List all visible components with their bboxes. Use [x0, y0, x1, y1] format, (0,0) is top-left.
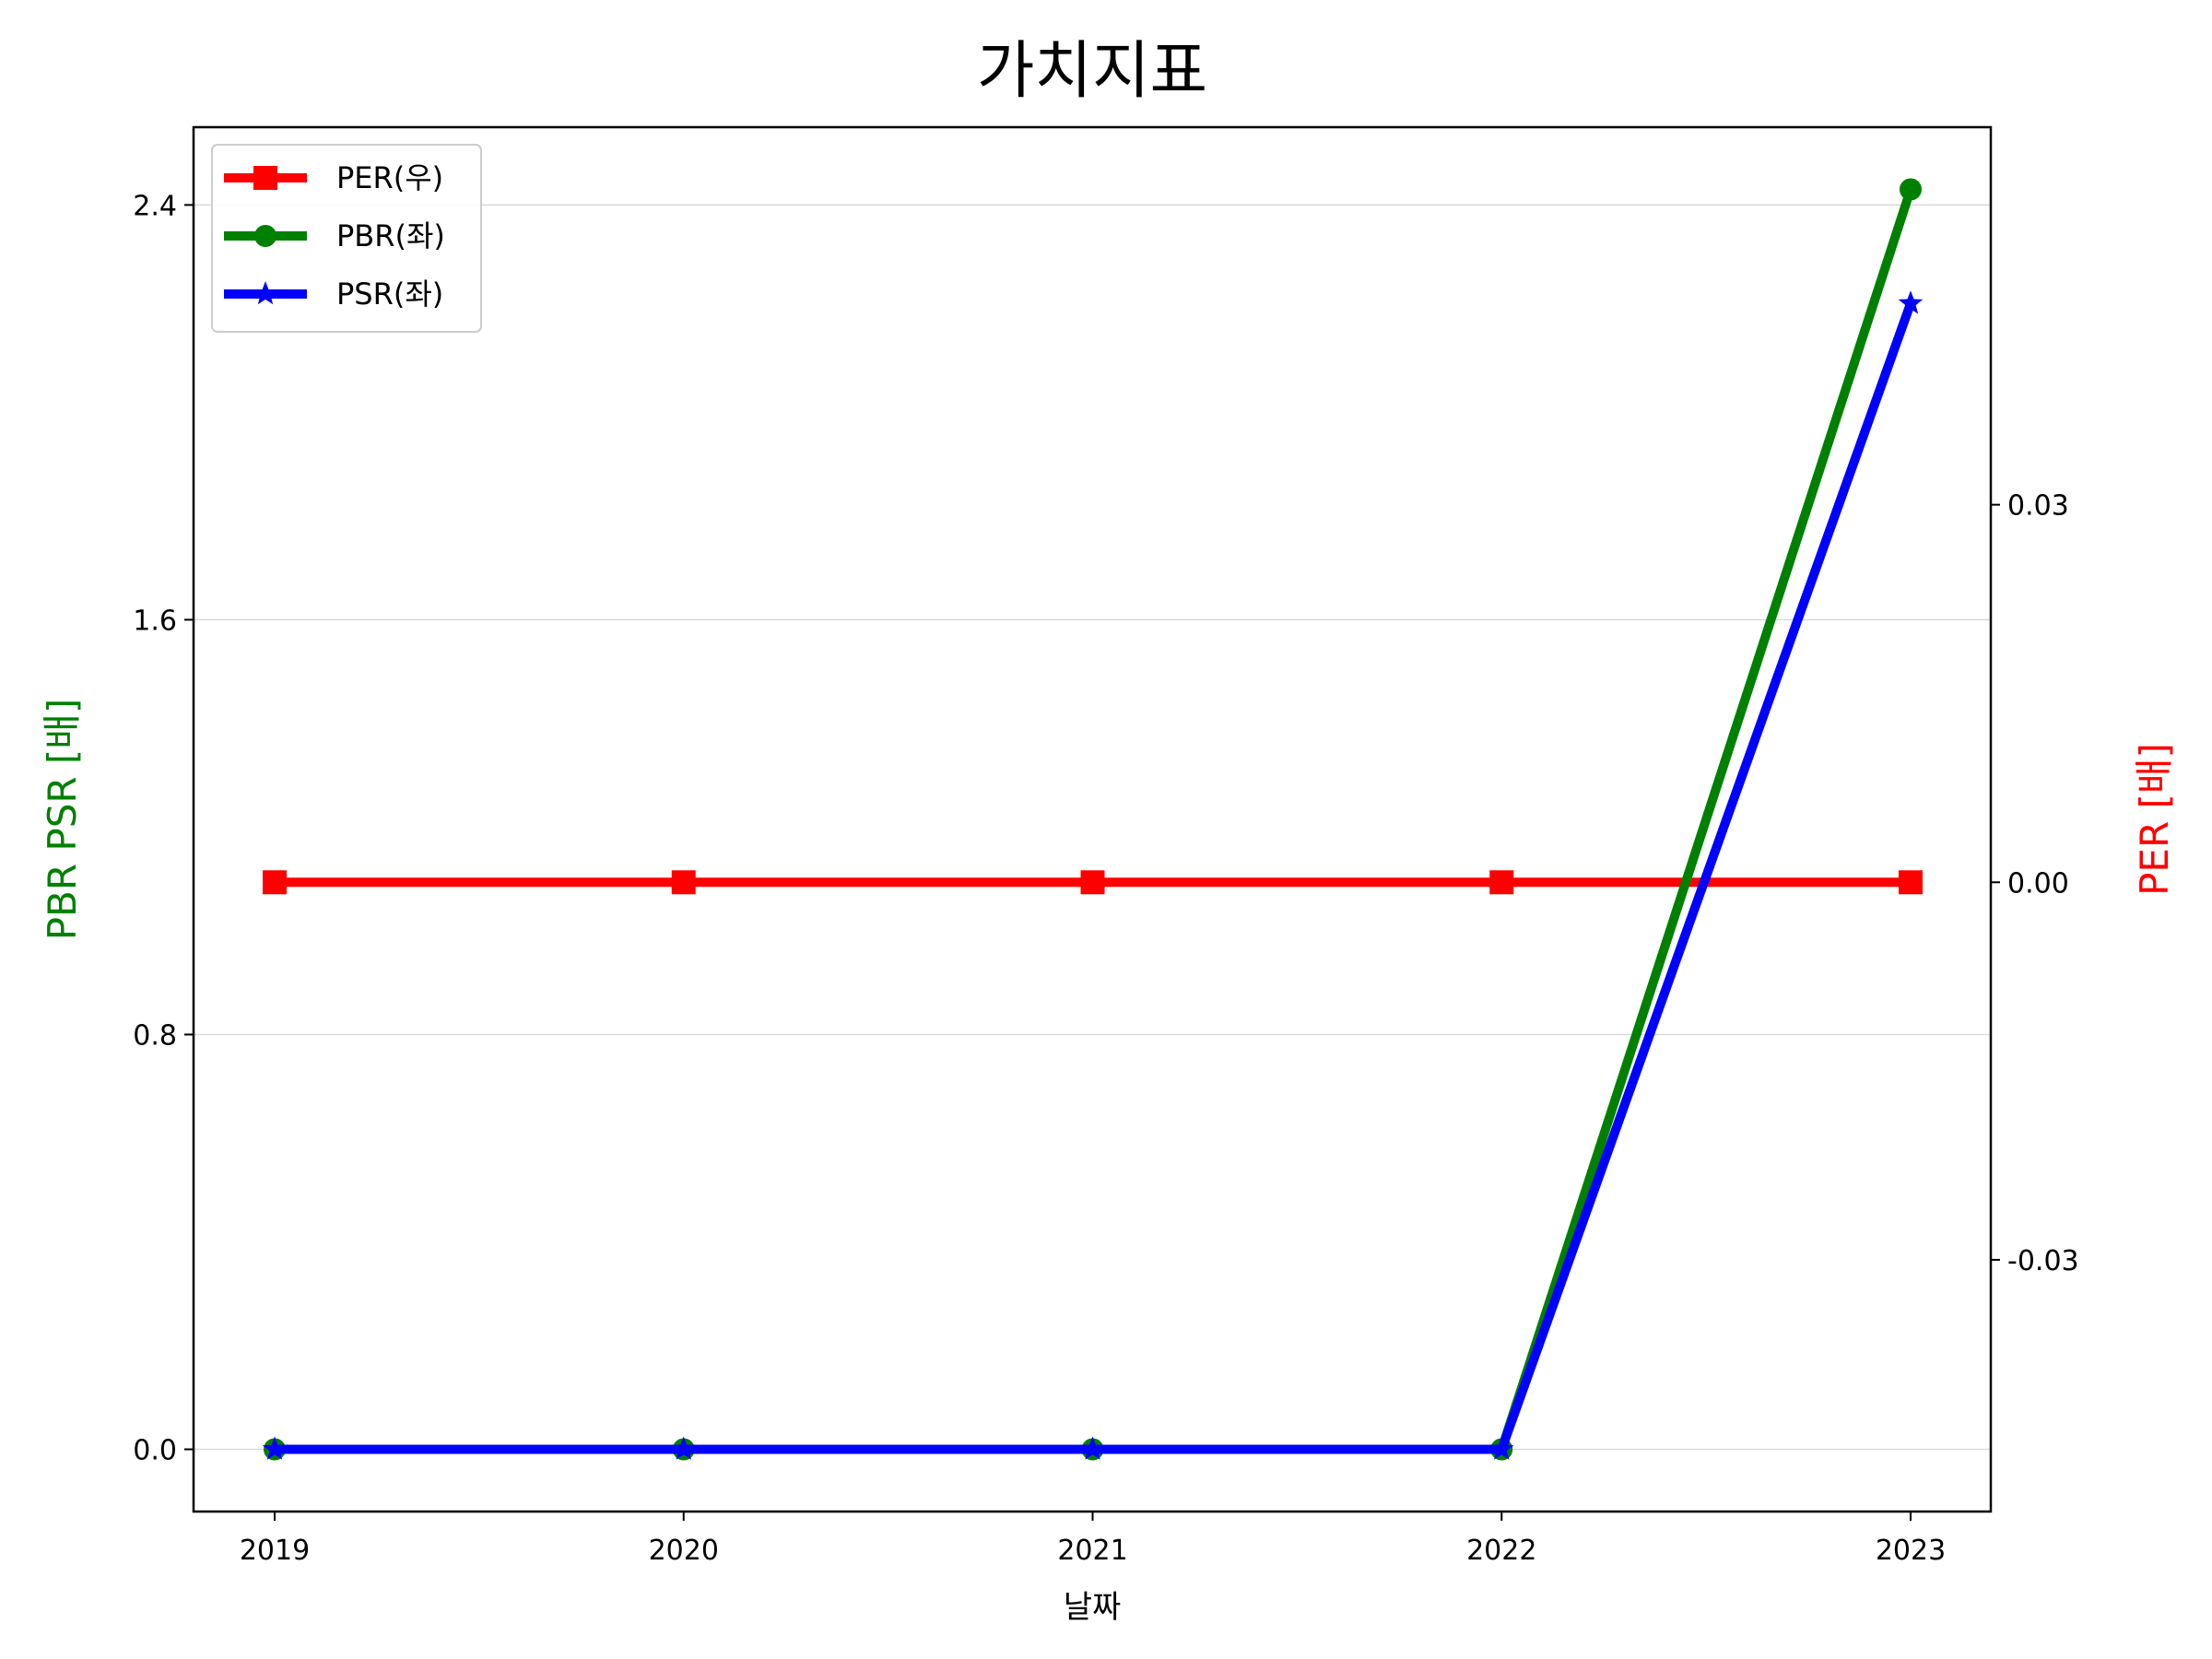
psr-data-point: [1488, 1436, 1514, 1460]
chart-title: 가치지표: [977, 35, 1207, 108]
legend: PER(우) PBR(좌) PSR(좌): [211, 144, 482, 333]
x-tick-label: 2021: [1057, 1535, 1127, 1567]
axes-layer: 0.0 0.8 1.6 2.4 -0.03 0.00 0.03 2019 2020 2021 202…: [133, 190, 2078, 1567]
psr-data-point: [1898, 290, 1924, 314]
per-data-point: [1899, 870, 1923, 895]
right-y-tick-label: -0.03: [2007, 1245, 2079, 1277]
right-y-tick-label: 0.00: [2007, 867, 2069, 900]
pbr-data-point: [1900, 178, 1922, 201]
series-layer: [262, 178, 1924, 1461]
psr-data-point: [671, 1436, 697, 1460]
x-tick-label: 2019: [240, 1535, 310, 1567]
left-y-tick-label: 0.8: [133, 1019, 177, 1052]
psr-data-point: [262, 1436, 288, 1460]
right-y-axis-label: PER [배]: [2132, 743, 2177, 896]
psr-data-point: [1080, 1436, 1105, 1460]
x-tick-label: 2022: [1466, 1535, 1536, 1567]
legend-psr-marker: [253, 281, 278, 305]
x-tick-label: 2023: [1876, 1535, 1946, 1567]
left-y-tick-label: 2.4: [133, 190, 177, 222]
legend-per-marker: [253, 166, 277, 190]
left-y-tick-label: 0.0: [133, 1434, 177, 1466]
legend-per-label: PER(우): [336, 160, 443, 195]
legend-pbr-label: PBR(좌): [336, 218, 445, 253]
per-data-point: [263, 870, 287, 895]
left-y-axis-label: PBR PSR [배]: [40, 699, 85, 941]
left-y-tick-label: 1.6: [133, 605, 177, 637]
legend-box: [211, 144, 482, 333]
x-axis-label: 날짜: [1064, 1589, 1122, 1626]
legend-pbr-marker: [254, 225, 276, 247]
x-tick-label: 2020: [649, 1535, 719, 1567]
per-data-point: [1489, 870, 1514, 895]
legend-psr-label: PSR(좌): [336, 276, 443, 312]
right-y-tick-label: 0.03: [2007, 490, 2069, 523]
per-data-point: [671, 870, 696, 895]
per-data-point: [1080, 870, 1105, 895]
